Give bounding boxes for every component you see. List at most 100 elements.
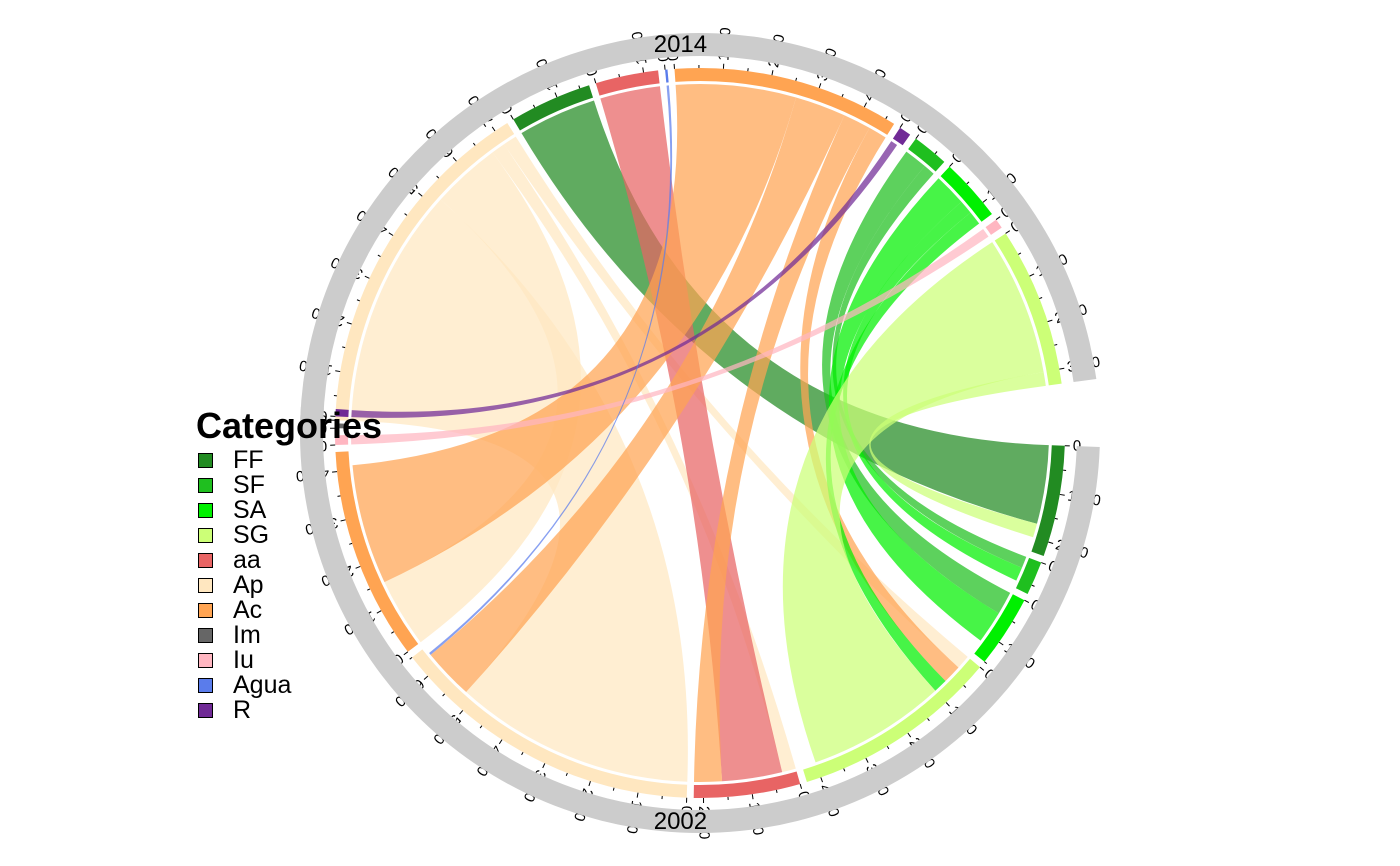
- tick-mark: [376, 610, 382, 614]
- legend-item-r: R: [196, 698, 382, 723]
- legend-item-sf: SF: [196, 473, 382, 498]
- legend-label: Ac: [233, 596, 263, 624]
- tick-mark: [915, 134, 920, 139]
- tick-mark: [642, 67, 645, 73]
- tick-mark: [498, 739, 503, 745]
- sector-2002-iu: [335, 435, 349, 446]
- legend-item-sg: SG: [196, 523, 382, 548]
- sector-2002-sf: [1015, 557, 1042, 594]
- tick-mark: [771, 70, 774, 76]
- sector-2014-ac: [674, 68, 895, 135]
- legend-swatch: [198, 603, 213, 618]
- group-label-2002: 2002: [654, 808, 707, 835]
- tick-mark: [863, 102, 867, 108]
- tick-mark: [356, 299, 360, 302]
- tick-mark: [388, 232, 394, 236]
- legend-swatch: [198, 553, 213, 568]
- ribbon-sf-to-sa: [822, 151, 1011, 614]
- tick-mark: [472, 142, 476, 146]
- group-label-2014: 2014: [654, 31, 707, 58]
- tick-mark: [1054, 343, 1058, 346]
- sector-2002-sa: [974, 594, 1025, 662]
- tick-mark: [442, 693, 446, 697]
- tick-mark: [452, 157, 457, 162]
- tick-mark: [335, 370, 341, 373]
- legend-label: FF: [233, 446, 264, 474]
- legend-swatch: [198, 453, 213, 468]
- legend-item-ap: Ap: [196, 573, 382, 598]
- tick-mark: [963, 685, 967, 688]
- sector-2014-sf: [908, 138, 945, 172]
- tick-mark: [521, 751, 524, 756]
- tick-mark: [636, 792, 639, 798]
- tick-mark: [949, 162, 954, 167]
- tick-mark: [1039, 297, 1043, 300]
- sector-2014-r: [892, 127, 911, 146]
- legend-item-sa: SA: [196, 498, 382, 523]
- legend-swatch: [198, 628, 213, 643]
- tick-mark: [979, 666, 985, 671]
- tick-mark: [984, 661, 988, 665]
- legend-label: SG: [233, 521, 270, 549]
- tick-mark: [927, 718, 930, 722]
- tick-mark: [1029, 273, 1035, 277]
- sector-2002-aa: [693, 771, 801, 798]
- tick-mark: [612, 787, 615, 791]
- tick-mark: [355, 566, 361, 569]
- legend-item-ff: FF: [196, 448, 382, 473]
- tick-mark: [346, 322, 352, 325]
- legend-item-ac: Ac: [196, 598, 382, 623]
- tick-mark: [404, 213, 408, 216]
- tick-mark: [510, 114, 514, 120]
- tick-mark: [377, 254, 381, 257]
- tick-mark: [332, 471, 338, 473]
- legend-swatch: [198, 528, 213, 543]
- tick-mark: [1041, 562, 1047, 565]
- tick-mark: [1012, 621, 1016, 624]
- tick-mark: [1059, 367, 1065, 370]
- legend-swatch: [198, 653, 213, 668]
- tick-mark: [795, 77, 798, 81]
- tick-mark: [479, 725, 483, 729]
- tick-mark: [945, 702, 950, 707]
- sector-2014-agua: [665, 69, 669, 83]
- tick-mark: [423, 675, 429, 680]
- tick-mark: [409, 656, 413, 660]
- tick-mark: [418, 192, 423, 197]
- ribbon-ap-to-ac: [384, 152, 581, 643]
- legend-swatch: [198, 578, 213, 593]
- legend-label: Iu: [233, 646, 254, 674]
- sector-2002-im: [335, 423, 349, 429]
- tick-mark: [907, 732, 912, 738]
- legend-label: Im: [233, 621, 261, 649]
- tick-mark: [391, 631, 395, 634]
- tick-mark: [899, 123, 904, 128]
- sector-2002-r: [335, 409, 349, 417]
- tick-mark: [403, 651, 409, 656]
- legend: Categories FF SF SA SG aa Ap Ac Im Iu Agua R: [196, 404, 382, 723]
- tick-mark: [491, 126, 496, 132]
- tick-mark: [1054, 517, 1058, 520]
- tick-mark: [367, 588, 371, 591]
- ribbon-ac-to-ap: [430, 97, 845, 693]
- sector-2002-ff: [1031, 445, 1065, 556]
- ribbon-ac-to-ac: [352, 83, 797, 583]
- tick-mark: [966, 181, 970, 185]
- sector-2002-ac: [335, 451, 419, 652]
- legend-item-iu: Iu: [196, 648, 382, 673]
- group-rings: 2014 2002: [300, 31, 1100, 835]
- tick-mark: [995, 216, 1001, 220]
- tick-mark: [565, 772, 568, 777]
- chord-ribbons: [351, 83, 1049, 782]
- tick-mark: [865, 757, 869, 763]
- tick-mark: [751, 794, 754, 800]
- tick-mark: [886, 746, 890, 750]
- tick-mark: [459, 710, 464, 715]
- legend-swatch: [198, 703, 213, 718]
- tick-mark: [775, 789, 778, 793]
- tick-mark: [820, 777, 823, 783]
- sector-2002-sg: [803, 658, 980, 782]
- legend-title: Categories: [196, 405, 383, 446]
- tick-mark: [1048, 541, 1054, 544]
- tick-mark: [841, 93, 844, 97]
